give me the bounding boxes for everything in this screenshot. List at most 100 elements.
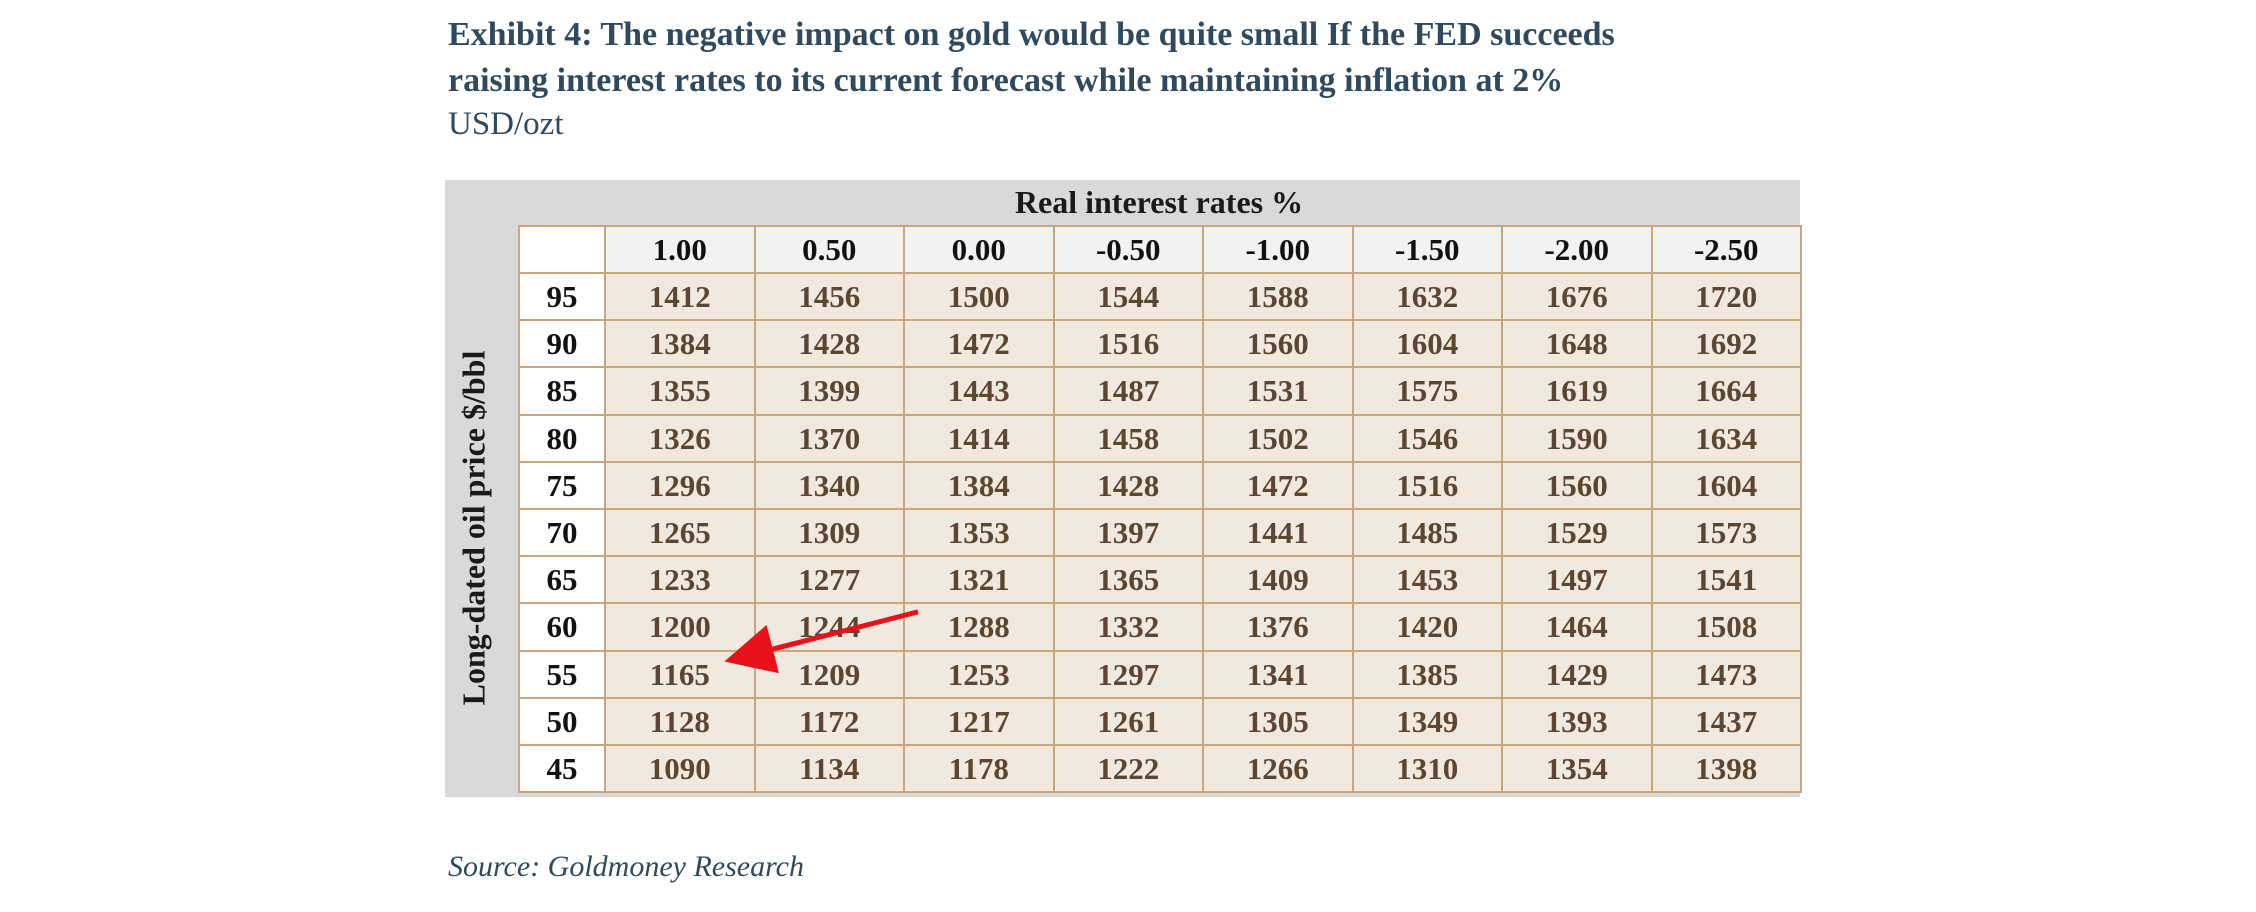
table-cell: 1573 — [1650, 508, 1802, 558]
table-cell: 1516 — [1351, 460, 1503, 510]
table-cell: 1473 — [1650, 649, 1802, 699]
table-cell: 1443 — [903, 366, 1055, 416]
table-cell: 1502 — [1202, 413, 1354, 463]
table-cell: 1399 — [753, 366, 905, 416]
table-cell: 1590 — [1501, 413, 1653, 463]
table-cell: 1244 — [753, 602, 905, 652]
table-cell: 1288 — [903, 602, 1055, 652]
table-cell: 1692 — [1650, 319, 1802, 369]
column-header: -1.50 — [1351, 225, 1503, 274]
table-cell: 1529 — [1501, 508, 1653, 558]
table-cell: 1370 — [753, 413, 905, 463]
table-cell: 1134 — [753, 744, 905, 794]
chart-title-line-2: raising interest rates to its current fo… — [448, 62, 1564, 99]
table-cell: 1355 — [604, 366, 756, 416]
chart-subtitle: USD/ozt — [448, 106, 564, 142]
row-axis-title: Long-dated oil price $/bbl — [455, 350, 492, 706]
table-cell: 1393 — [1501, 696, 1653, 746]
chart-title-line-1: Exhibit 4: The negative impact on gold w… — [448, 16, 1615, 53]
row-header: 50 — [518, 696, 606, 746]
row-header: 85 — [518, 366, 606, 416]
table-cell: 1398 — [1650, 744, 1802, 794]
table-cell: 1266 — [1202, 744, 1354, 794]
table-cell: 1420 — [1351, 602, 1503, 652]
table-cell: 1632 — [1351, 272, 1503, 322]
table-cell: 1441 — [1202, 508, 1354, 558]
table-cell: 1326 — [604, 413, 756, 463]
table-cell: 1458 — [1052, 413, 1204, 463]
table-cell: 1376 — [1202, 602, 1354, 652]
table-cell: 1472 — [903, 319, 1055, 369]
table-cell: 1332 — [1052, 602, 1204, 652]
column-header: 0.00 — [903, 225, 1055, 274]
table-cell: 1531 — [1202, 366, 1354, 416]
column-header: -1.00 — [1202, 225, 1354, 274]
table-cell: 1200 — [604, 602, 756, 652]
table-cell: 1516 — [1052, 319, 1204, 369]
table-cell: 1340 — [753, 460, 905, 510]
table-corner-cell — [518, 225, 606, 274]
table-cell: 1604 — [1351, 319, 1503, 369]
row-header: 90 — [518, 319, 606, 369]
row-header: 65 — [518, 555, 606, 605]
chart-title: Exhibit 4: The negative impact on gold w… — [448, 12, 1868, 104]
table-cell: 1487 — [1052, 366, 1204, 416]
table-cell: 1676 — [1501, 272, 1653, 322]
table-cell: 1090 — [604, 744, 756, 794]
table-cell: 1546 — [1351, 413, 1503, 463]
table-cell: 1222 — [1052, 744, 1204, 794]
row-header: 55 — [518, 649, 606, 699]
table-cell: 1472 — [1202, 460, 1354, 510]
table-cell: 1165 — [604, 649, 756, 699]
table-cell: 1384 — [903, 460, 1055, 510]
table-cell: 1464 — [1501, 602, 1653, 652]
row-header: 60 — [518, 602, 606, 652]
table-cell: 1544 — [1052, 272, 1204, 322]
table-cell: 1128 — [604, 696, 756, 746]
table-cell: 1497 — [1501, 555, 1653, 605]
table-cell: 1209 — [753, 649, 905, 699]
table-cell: 1309 — [753, 508, 905, 558]
table-cell: 1349 — [1351, 696, 1503, 746]
table-cell: 1428 — [753, 319, 905, 369]
table-cell: 1409 — [1202, 555, 1354, 605]
table-cell: 1412 — [604, 272, 756, 322]
table-cell: 1429 — [1501, 649, 1653, 699]
column-header: -2.50 — [1650, 225, 1802, 274]
table-cell: 1341 — [1202, 649, 1354, 699]
source-note: Source: Goldmoney Research — [448, 850, 804, 883]
table-cell: 1253 — [903, 649, 1055, 699]
table-cell: 1560 — [1501, 460, 1653, 510]
row-header: 80 — [518, 413, 606, 463]
table-cell: 1453 — [1351, 555, 1503, 605]
table-cell: 1437 — [1650, 696, 1802, 746]
table-cell: 1575 — [1351, 366, 1503, 416]
table-cell: 1485 — [1351, 508, 1503, 558]
row-header: 95 — [518, 272, 606, 322]
table-cell: 1310 — [1351, 744, 1503, 794]
table-cell: 1172 — [753, 696, 905, 746]
table-cell: 1619 — [1501, 366, 1653, 416]
row-header: 70 — [518, 508, 606, 558]
table-cell: 1634 — [1650, 413, 1802, 463]
row-header: 45 — [518, 744, 606, 794]
column-axis-title: Real interest rates % — [1014, 184, 1304, 220]
table-cell: 1296 — [604, 460, 756, 510]
table-cell: 1428 — [1052, 460, 1204, 510]
table-cell: 1500 — [903, 272, 1055, 322]
table-cell: 1384 — [604, 319, 756, 369]
table-cell: 1508 — [1650, 602, 1802, 652]
table-cell: 1354 — [1501, 744, 1653, 794]
table-cell: 1397 — [1052, 508, 1204, 558]
table-cell: 1353 — [903, 508, 1055, 558]
table-cell: 1456 — [753, 272, 905, 322]
table-cell: 1541 — [1650, 555, 1802, 605]
table-cell: 1261 — [1052, 696, 1204, 746]
table-cell: 1664 — [1650, 366, 1802, 416]
table-cell: 1648 — [1501, 319, 1653, 369]
table-cell: 1604 — [1650, 460, 1802, 510]
row-header: 75 — [518, 460, 606, 510]
column-header: 1.00 — [604, 225, 756, 274]
table-cell: 1720 — [1650, 272, 1802, 322]
table-cell: 1178 — [903, 744, 1055, 794]
